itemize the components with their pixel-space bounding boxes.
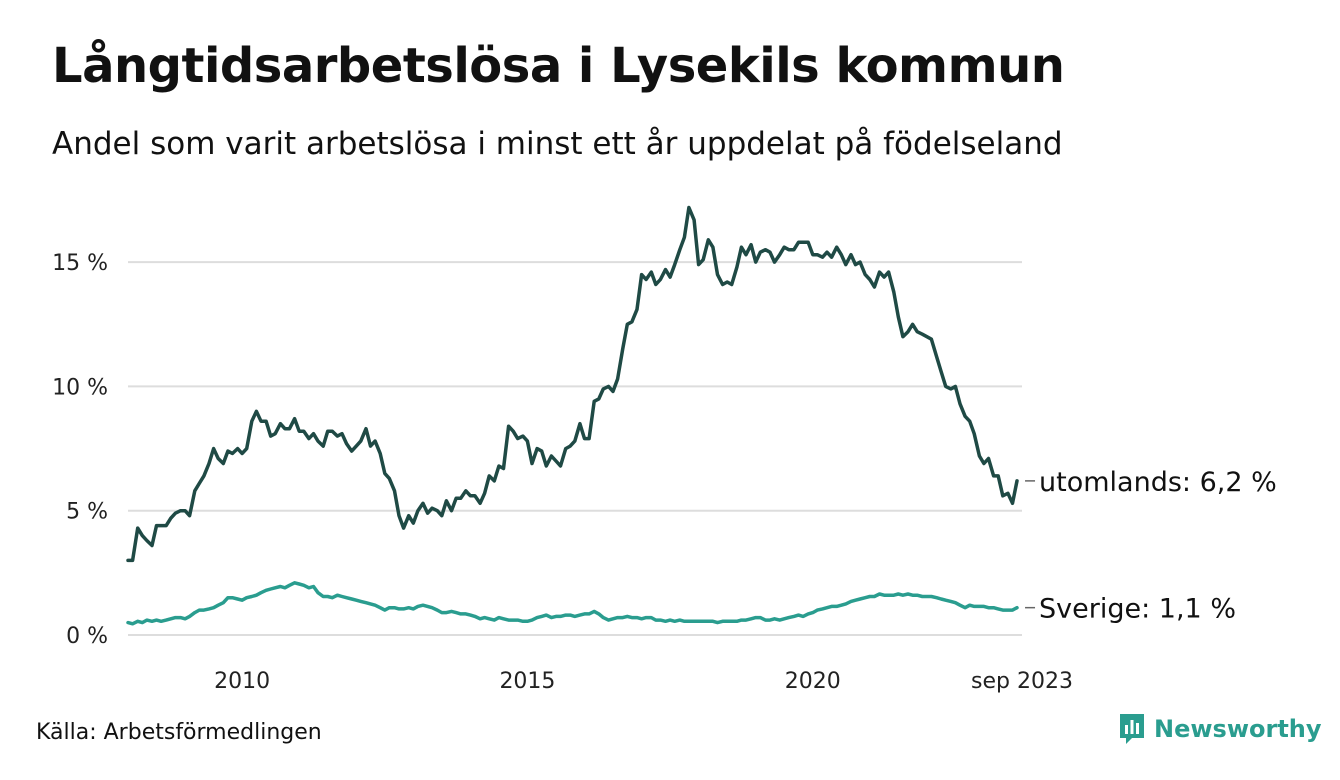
x-tick-label: 2010 (214, 669, 270, 694)
y-axis-ticks: 0 % 5 % 10 % 15 % (52, 251, 108, 649)
y-tick-label: 0 % (66, 624, 108, 649)
x-tick-label: sep 2023 (971, 669, 1073, 694)
x-axis-ticks: 2010 2015 2020 sep 2023 (214, 669, 1073, 694)
newsworthy-logo-icon (1120, 714, 1144, 744)
y-tick-label: 5 % (66, 500, 108, 525)
brand-logo: Newsworthy (1118, 712, 1322, 746)
y-tick-label: 10 % (52, 375, 108, 400)
line-chart: 0 % 5 % 10 % 15 % 2010 2015 2020 sep 2023 utom… (52, 205, 1277, 694)
end-label-utomlands: utomlands: 6,2 % (1039, 467, 1277, 498)
series-line-utomlands (126, 205, 1019, 563)
y-tick-label: 15 % (52, 251, 108, 276)
source-note: Källa: Arbetsförmedlingen (36, 720, 322, 745)
brand-name: Newsworthy (1154, 715, 1322, 743)
x-tick-label: 2020 (785, 669, 841, 694)
chart-title: Långtidsarbetslösa i Lysekils kommun (52, 38, 1065, 94)
series-lines (126, 205, 1019, 626)
end-label-sverige: Sverige: 1,1 % (1039, 594, 1236, 625)
x-tick-label: 2015 (499, 669, 555, 694)
series-line-sverige (126, 581, 1019, 626)
end-labels: utomlands: 6,2 % Sverige: 1,1 % (1025, 467, 1277, 625)
grid-lines (128, 261, 1022, 636)
chart-subtitle: Andel som varit arbetslösa i minst ett å… (52, 126, 1063, 162)
